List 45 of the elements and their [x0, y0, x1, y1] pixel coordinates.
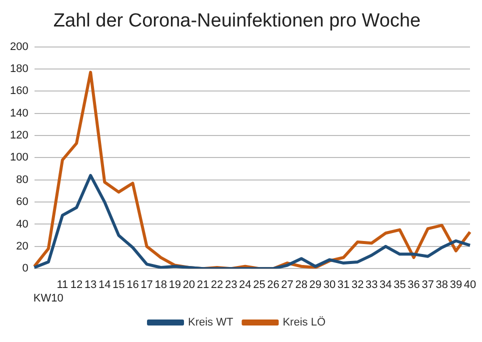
- x-tick-label: 13: [84, 279, 97, 292]
- x-tick-label: 37: [422, 279, 434, 292]
- x-tick-label: 18: [154, 279, 167, 292]
- x-tick-label: 36: [408, 279, 420, 292]
- y-tick-label: 100: [10, 152, 28, 164]
- x-tick-label: 16: [126, 279, 139, 292]
- x-tick-label: 22: [210, 279, 224, 292]
- x-tick-label: 32: [351, 279, 364, 292]
- y-tick-label: 200: [10, 40, 28, 53]
- y-tick-label: 180: [10, 63, 28, 76]
- y-tick-label: 160: [10, 85, 28, 98]
- x-tick-label: 14: [98, 279, 111, 292]
- x-tick-label: 24: [239, 279, 252, 292]
- x-tick-label: 21: [196, 279, 210, 292]
- x-tick-label: 30: [323, 279, 336, 292]
- x-tick-label: 38: [436, 279, 448, 292]
- x-tick-label: 28: [295, 279, 308, 292]
- x-tick-label: 29: [309, 279, 322, 292]
- y-tick-label: 20: [16, 240, 28, 252]
- y-tick-label: 80: [16, 174, 28, 186]
- x-tick-label: 11: [56, 279, 68, 292]
- x-tick-label: 33: [366, 279, 378, 292]
- legend-label: Kreis LÖ: [282, 316, 326, 329]
- legend-label: Kreis WT: [188, 316, 234, 329]
- x-tick-label: 40: [464, 279, 476, 292]
- y-tick-label: 0: [22, 262, 28, 275]
- y-tick-label: 140: [10, 107, 28, 120]
- chart-title: Zahl der Corona-Neuinfektionen pro Woche: [53, 10, 421, 32]
- y-tick-label: 40: [16, 218, 28, 230]
- x-tick-label: 31: [337, 279, 350, 292]
- x-tick-label: 17: [140, 279, 153, 292]
- y-tick-label: 120: [10, 130, 28, 142]
- x-tick-label: 12: [70, 279, 83, 292]
- x-tick-label: 27: [281, 279, 294, 292]
- x-tick-label: 26: [267, 279, 280, 292]
- x-tick-label: 19: [168, 279, 182, 292]
- x-tick-label: 23: [224, 279, 238, 292]
- y-tick-label: 60: [16, 196, 28, 208]
- x-tick-label: 15: [112, 279, 125, 292]
- x-tick-label: 39: [450, 279, 462, 292]
- x-tick-label: 20: [182, 279, 196, 292]
- x-tick-label: 35: [394, 279, 406, 292]
- x-tick-label: KW10: [33, 292, 64, 304]
- x-tick-label: 34: [380, 279, 392, 292]
- x-tick-label: 25: [253, 279, 266, 292]
